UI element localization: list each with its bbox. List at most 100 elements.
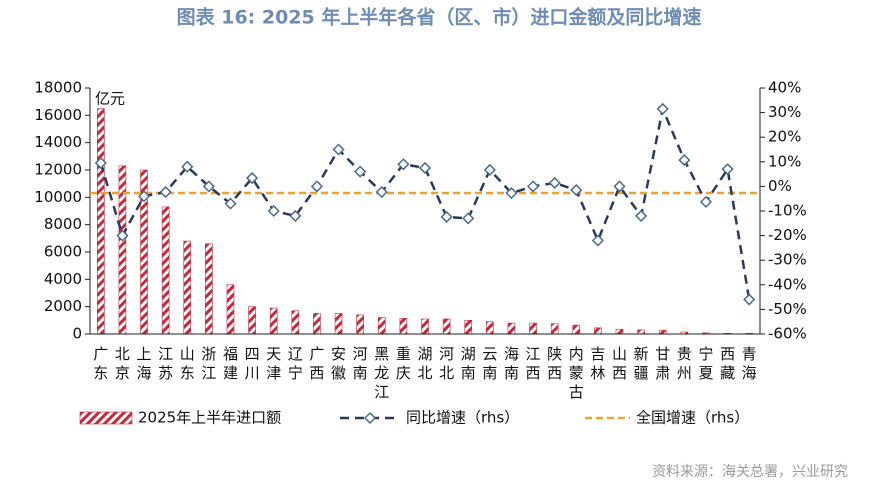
x-tick-label: 重庆 [396,345,411,382]
x-tick-label: 内蒙古 [569,345,584,401]
legend-label: 同比增速（rhs） [406,409,519,427]
y-unit: 亿元 [95,90,125,108]
marker [202,180,215,193]
marker [591,234,604,247]
bar [550,323,559,335]
legend-label: 全国增速（rhs） [636,409,749,427]
x-tick-label: 新疆 [634,345,649,382]
x-tick-label: 陕西 [547,345,562,382]
y-tick-label: 14000 [34,133,82,151]
marker [137,190,151,203]
x-tick-label: 北京 [115,345,130,382]
marker [289,209,302,222]
marker [635,209,648,222]
x-tick-label: 安徽 [331,345,346,382]
x-tick-label: 山西 [612,345,627,382]
source: 资料来源：海关总署，兴业研究 [652,464,848,480]
bar [356,314,364,335]
bar [486,321,494,335]
x-tick-label: 贵州 [677,345,692,382]
x-tick-label: 青海 [742,345,757,382]
legend-swatch [79,411,133,425]
legend-swatch [363,411,377,425]
bar [97,108,105,335]
marker [613,180,626,193]
y-tick-label: 12000 [34,161,82,179]
y2-tick-label: -40% [768,275,807,293]
y2-tick-label: -30% [768,251,807,269]
y-tick-label: 6000 [44,243,82,261]
marker [94,156,107,170]
marker [397,158,410,171]
marker [440,210,453,223]
x-tick-label: 四川 [245,345,260,382]
x-tick-label: 辽宁 [288,345,303,382]
y-tick-label: 8000 [44,215,82,233]
bar [377,317,386,335]
bar [464,320,473,335]
bar [334,313,343,335]
bar [399,317,408,335]
y2-tick-label: 40% [768,79,801,97]
marker [505,186,518,200]
marker [418,161,432,175]
marker [548,176,561,190]
y-tick-label: 18000 [34,79,82,97]
bar [421,318,429,335]
bar [205,243,213,335]
marker [181,160,194,173]
chart-title: 图表 16: 2025 年上半年各省（区、市）进口金额及同比增速 [177,6,702,29]
legend-label: 2025年上半年进口额 [138,409,281,427]
x-tick-label: 江苏 [158,345,173,382]
marker [656,102,669,115]
y2-tick-label: -20% [768,226,807,244]
x-tick-label: 山东 [180,345,195,382]
x-tick-label: 西藏 [720,345,735,382]
bar [594,327,602,335]
y2-tick-label: 30% [768,103,801,121]
bar [226,284,235,335]
x-tick-label: 上海 [137,345,152,382]
marker [375,185,388,199]
marker [354,165,367,178]
x-tick-label: 浙江 [201,345,216,382]
x-tick-label: 宁夏 [698,345,713,382]
x-tick-label: 广西 [309,345,324,382]
bar [637,329,645,335]
bar [507,322,516,335]
line [99,104,751,300]
y2-tick-label: 0% [768,177,792,195]
y2-tick-label: -10% [768,202,807,220]
bar [118,165,127,335]
marker [246,171,259,185]
marker [462,212,475,225]
y2-tick-label: 20% [768,128,801,146]
x-tick-label: 河北 [439,345,454,382]
x-tick-label: 福建 [223,345,238,382]
marker [699,195,713,208]
bar [572,324,581,335]
marker [267,204,280,218]
bar [658,329,667,335]
y-tick-label: 2000 [44,297,82,315]
x-tick-label: 甘肃 [655,345,670,382]
x-tick-label: 湖南 [461,345,476,382]
marker [483,163,496,176]
bar [183,240,192,335]
marker [570,184,583,197]
marker [116,229,129,242]
bar [442,318,451,335]
y-tick-label: 4000 [44,270,82,288]
marker [159,185,172,199]
y2-tick-label: -50% [768,300,807,318]
bar [615,328,624,335]
x-tick-label: 广东 [93,345,108,382]
marker [527,180,540,193]
bar [269,307,278,335]
x-tick-label: 吉林 [590,345,605,382]
bar [248,306,256,335]
marker [332,143,345,156]
y2-tick-label: -60% [768,325,807,343]
bar [291,310,300,335]
